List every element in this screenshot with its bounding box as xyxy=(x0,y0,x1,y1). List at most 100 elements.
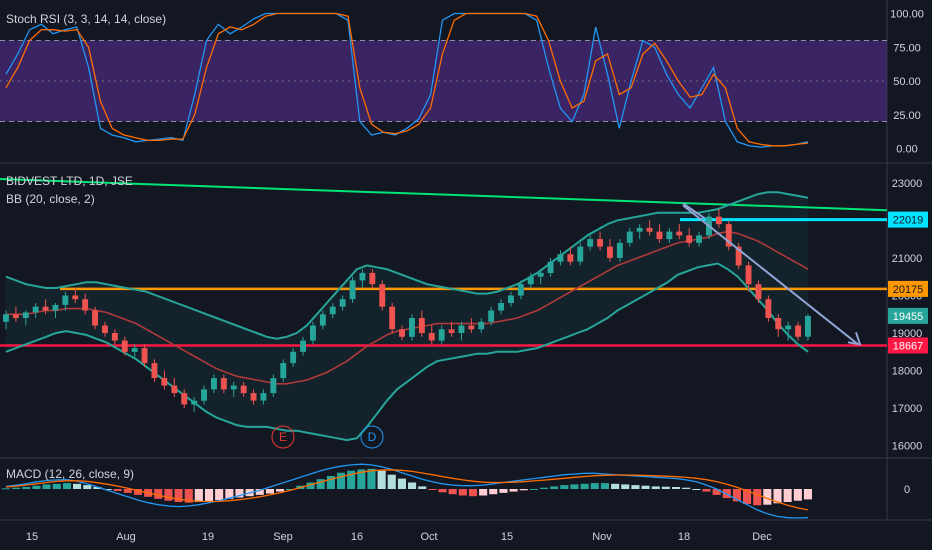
macd-histogram-bar xyxy=(631,485,640,489)
candle-body xyxy=(399,329,405,337)
macd-histogram-bar xyxy=(803,489,812,500)
candle-body xyxy=(379,284,386,307)
level-22019-badge xyxy=(888,211,928,228)
candle-body xyxy=(102,325,108,333)
macd-histogram-bar xyxy=(732,489,741,502)
macd-histogram-bar xyxy=(123,489,132,493)
macd-histogram-bar xyxy=(682,487,691,489)
candle-body xyxy=(488,310,495,322)
macd-histogram-bar xyxy=(347,470,356,489)
macd-histogram-bar xyxy=(672,487,681,489)
x-axis-label: Aug xyxy=(116,531,136,543)
x-axis-label: Nov xyxy=(592,531,612,543)
projection-arrow-line xyxy=(682,204,859,346)
stoch-y-tick: 100.00 xyxy=(890,9,924,21)
candle-body xyxy=(448,329,455,334)
candle-body xyxy=(785,325,792,330)
macd-histogram-bar xyxy=(235,489,244,498)
macd-histogram-bar xyxy=(448,489,457,495)
candle-body xyxy=(220,378,227,390)
candle-body xyxy=(72,295,79,300)
macd-histogram-bar xyxy=(93,487,102,489)
candle-body xyxy=(418,318,425,333)
candle-body xyxy=(230,385,237,390)
macd-histogram-bar xyxy=(42,484,51,489)
stoch-rsi-title: Stoch RSI (3, 3, 14, 14, close) xyxy=(6,12,166,26)
price-y-tick: 18000 xyxy=(892,366,923,378)
wave-label-d: D xyxy=(368,430,377,444)
candle-body xyxy=(805,315,811,337)
macd-signal-line xyxy=(5,469,809,511)
macd-histogram-bar xyxy=(702,489,711,492)
price-panel xyxy=(0,178,888,442)
macd-histogram-bar xyxy=(357,469,366,489)
macd-histogram-bar xyxy=(489,489,498,495)
macd-histogram-bar xyxy=(316,479,325,489)
candle-body xyxy=(547,261,554,273)
y-axis-labels: 100.0075.0050.0025.000.00230002200021000… xyxy=(888,9,928,496)
candle-body xyxy=(319,314,326,326)
price-y-tick: 16000 xyxy=(892,441,923,453)
price-y-tick: 19000 xyxy=(892,328,923,340)
macd-histogram-bar xyxy=(641,485,650,489)
stoch-y-tick: 0.00 xyxy=(896,144,917,156)
candle-body xyxy=(626,231,633,243)
macd-histogram-bar xyxy=(255,489,264,495)
bb-lower-line xyxy=(5,262,809,442)
level-20175-badge-text: 20175 xyxy=(893,284,924,296)
candle-body xyxy=(478,321,485,330)
candle-body xyxy=(270,378,277,394)
candle-body xyxy=(111,333,118,341)
price-y-tick: 23000 xyxy=(892,178,923,190)
wave-label-e-circle xyxy=(271,425,295,449)
x-axis-label: Oct xyxy=(420,531,437,543)
candle-body xyxy=(32,306,39,313)
level-22019-badge-text: 22019 xyxy=(893,215,924,227)
candle-body xyxy=(359,272,366,281)
candle-body xyxy=(52,304,59,311)
candle-body xyxy=(676,231,683,236)
macd-histogram-bar xyxy=(377,470,386,489)
macd-histogram-bar xyxy=(712,489,721,495)
candle-body xyxy=(537,272,544,277)
price-y-tick: 21000 xyxy=(892,253,923,265)
candle-body xyxy=(339,299,346,307)
macd-histogram-bar xyxy=(1,488,11,490)
macd-histogram-bar xyxy=(763,489,772,505)
candle-body xyxy=(686,235,693,243)
macd-histogram-bar xyxy=(133,489,142,495)
candle-body xyxy=(92,310,98,326)
macd-histogram-bar xyxy=(458,489,467,496)
macd-histogram-bar xyxy=(22,487,31,489)
macd-histogram-bar xyxy=(438,489,447,493)
macd-histogram-bar xyxy=(743,489,752,504)
candle-body xyxy=(82,299,89,311)
candle-body xyxy=(656,231,663,240)
candle-body xyxy=(131,348,138,352)
candle-body xyxy=(250,393,257,401)
candle-body xyxy=(438,329,445,341)
macd-histogram-bar xyxy=(174,489,183,502)
candle-body xyxy=(211,378,217,390)
candle-body xyxy=(636,227,643,232)
macd-histogram-bar xyxy=(387,474,396,489)
macd-histogram-bar xyxy=(52,483,61,489)
macd-histogram-bar xyxy=(550,486,559,489)
bb-upper-line xyxy=(5,191,809,340)
macd-histogram-bar xyxy=(479,489,488,496)
macd-histogram-bar xyxy=(468,489,477,497)
stoch-y-tick: 50.00 xyxy=(893,76,921,88)
macd-histogram-bar xyxy=(418,486,427,489)
macd-histogram-bar xyxy=(215,489,224,501)
macd-histogram-bar xyxy=(590,483,599,489)
macd-histogram-bar xyxy=(519,489,528,491)
candle-body xyxy=(300,340,306,352)
macd-histogram-bar xyxy=(265,489,274,494)
candle-body xyxy=(755,284,762,300)
projection-arrow-head xyxy=(847,331,862,346)
candle-body xyxy=(290,351,297,364)
stoch-d-line xyxy=(5,12,809,147)
candle-body xyxy=(666,231,673,240)
candle-body xyxy=(121,340,128,352)
